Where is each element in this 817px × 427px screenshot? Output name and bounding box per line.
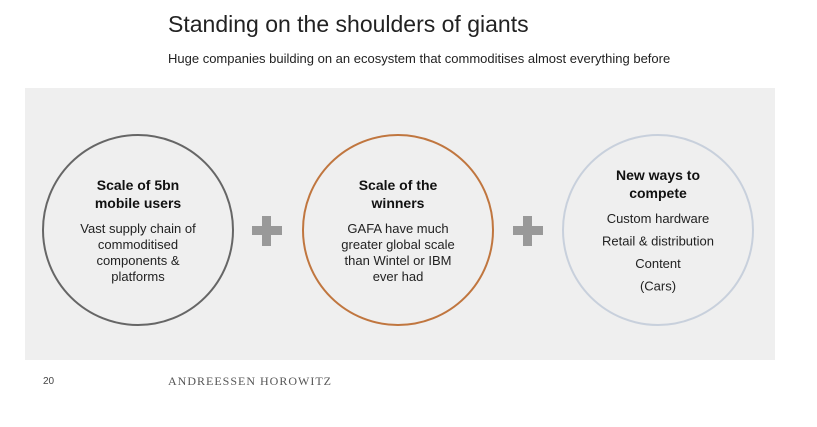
node-title: mobile users xyxy=(95,195,182,211)
page-number: 20 xyxy=(43,376,55,387)
node-title: compete xyxy=(629,185,687,201)
panel xyxy=(25,88,775,360)
node-text: components & xyxy=(96,253,179,268)
node-text: ever had xyxy=(373,269,424,284)
title: Standing on the shoulders of giants xyxy=(168,11,529,37)
node-text: than Wintel or IBM xyxy=(345,253,452,268)
node-text: Content xyxy=(635,256,681,271)
node-title: New ways to xyxy=(616,167,700,183)
node-circle xyxy=(42,134,234,326)
node-circle xyxy=(562,134,754,326)
node-text: Custom hardware xyxy=(607,211,710,226)
node-title: Scale of 5bn xyxy=(97,177,179,193)
subtitle: Huge companies building on an ecosystem … xyxy=(168,51,670,66)
node-text: Retail & distribution xyxy=(602,234,714,249)
node-title: Scale of the xyxy=(359,177,438,193)
node-circle xyxy=(302,134,494,326)
node-text: platforms xyxy=(111,269,165,284)
brand: ANDREESSEN HOROWITZ xyxy=(168,374,332,388)
node-text: greater global scale xyxy=(341,237,454,252)
node-text: GAFA have much xyxy=(347,221,448,236)
node-text: (Cars) xyxy=(640,279,676,294)
node-text: commoditised xyxy=(98,237,178,252)
plus xyxy=(513,216,543,246)
node-text: Vast supply chain of xyxy=(80,221,196,236)
node-title: winners xyxy=(371,195,425,211)
plus xyxy=(252,216,282,246)
